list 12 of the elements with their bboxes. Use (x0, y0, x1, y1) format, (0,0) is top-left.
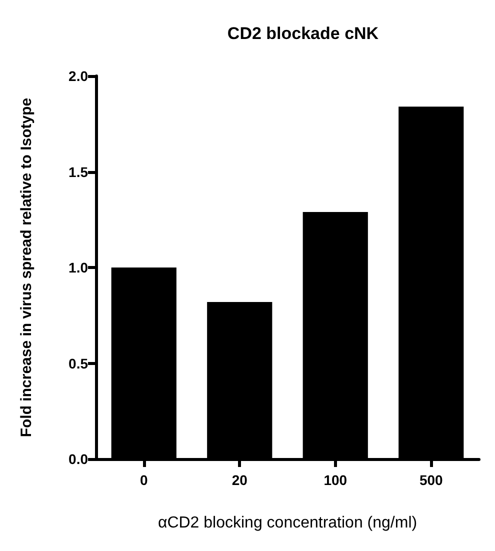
y-axis-title: Fold increase in virus spread relative to Isotype (18, 98, 35, 438)
y-tick-label: 0.0 (68, 451, 88, 467)
y-tick-label: 1.0 (68, 260, 88, 276)
x-tick-label: 20 (232, 472, 248, 488)
y-tick-label: 0.5 (68, 355, 88, 372)
x-axis-title: αCD2 blocking concentration (ng/ml) (158, 514, 418, 532)
y-tick-label: 2.0 (68, 68, 88, 84)
x-tick-label: 100 (324, 472, 348, 488)
chart-title: CD2 blockade cNK (227, 24, 380, 43)
x-tick-label: 0 (140, 472, 148, 488)
y-tick-label: 1.5 (68, 164, 88, 180)
x-tick-label: 500 (419, 472, 444, 488)
